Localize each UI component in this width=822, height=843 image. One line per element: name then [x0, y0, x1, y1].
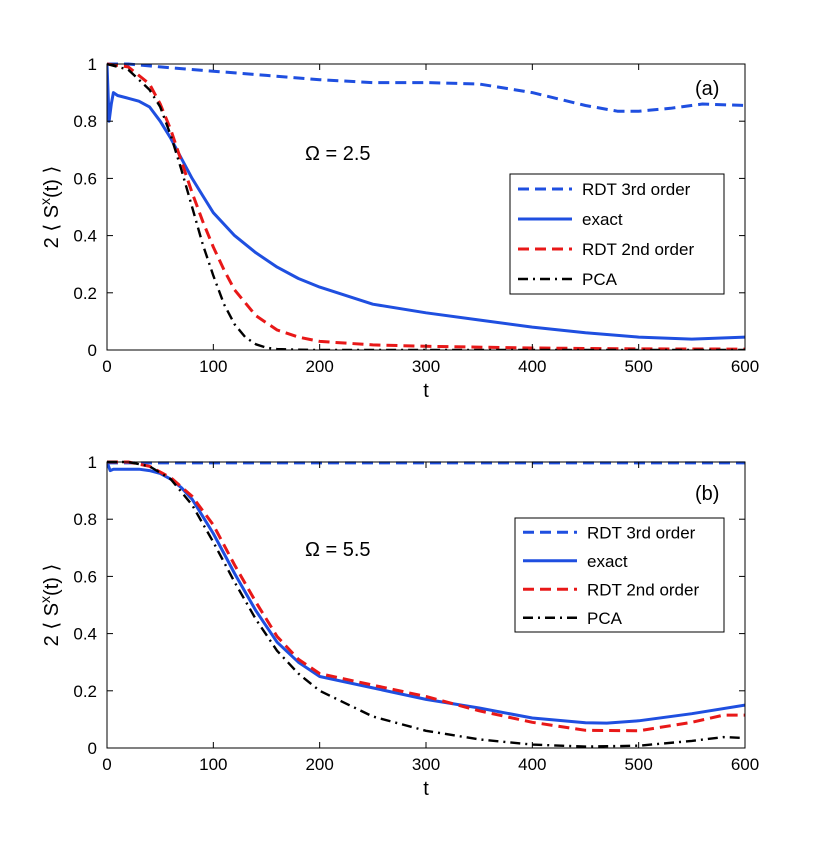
x-tick-label: 100	[199, 357, 227, 376]
chart-panel-a: 0 100 200 300 400 500 600 0 0.2 0.4 0.6 0.8 1 t 2 ⟨ Sx…	[37, 55, 759, 402]
y-tick-label: 0	[88, 739, 97, 758]
y-axis-label: 2 ⟨ Sx(t) ⟩	[37, 564, 63, 647]
series-line-pca	[107, 460, 745, 748]
x-tick-label: 400	[518, 357, 546, 376]
legend: RDT 3rd order exact RDT 2nd order PCA	[509, 173, 725, 295]
chart-panel-b: 0 100 200 300 400 500 600 0 0.2 0.4 0.6 0.8 1 t 2 ⟨ Sx…	[37, 453, 759, 800]
x-tick-label: 0	[102, 357, 111, 376]
y-tick-label: 0.8	[73, 510, 97, 529]
omega-annotation: Ω = 5.5	[305, 539, 371, 561]
x-tick-label: 600	[731, 755, 759, 774]
x-tick-label: 0	[102, 755, 111, 774]
y-tick-label: 1	[88, 55, 97, 74]
y-tick-label: 0.2	[73, 682, 97, 701]
series-line-exact	[107, 63, 745, 341]
legend: RDT 3rd order exact RDT 2nd order PCA	[514, 517, 725, 633]
y-tick-label: 0.4	[73, 227, 97, 246]
y-tick-label: 1	[88, 453, 97, 472]
y-tick-label: 0	[88, 341, 97, 360]
legend-box	[514, 517, 725, 633]
x-tick-label: 300	[412, 357, 440, 376]
panel-label: (a)	[695, 78, 719, 100]
legend-box	[509, 173, 725, 295]
x-tick-label: 600	[731, 357, 759, 376]
x-tick-label: 300	[412, 755, 440, 774]
series-group	[107, 62, 745, 350]
legend-entry: PCA	[582, 270, 618, 289]
panel-label: (b)	[695, 483, 719, 505]
y-tick-label: 0.6	[73, 169, 97, 188]
legend-entry: RDT 2nd order	[582, 240, 694, 259]
omega-annotation: Ω = 2.5	[305, 143, 371, 165]
x-tick-label: 400	[518, 755, 546, 774]
y-tick-label: 0.8	[73, 112, 97, 131]
x-tick-label: 100	[199, 755, 227, 774]
legend-entry: RDT 2nd order	[587, 580, 699, 599]
y-axis-label: 2 ⟨ Sx(t) ⟩	[37, 166, 63, 249]
legend-entry: exact	[587, 552, 628, 571]
x-tick-label: 200	[305, 755, 333, 774]
legend-entry: PCA	[587, 609, 623, 628]
series-line-exact	[107, 461, 745, 725]
x-tick-label: 500	[624, 755, 652, 774]
x-tick-label: 500	[624, 357, 652, 376]
series-line-rdt-2nd-order	[107, 460, 745, 733]
y-tick-label: 0.2	[73, 284, 97, 303]
x-axis-label: t	[423, 778, 429, 800]
series-line-pca	[107, 62, 745, 350]
y-tick-label: 0.6	[73, 567, 97, 586]
x-axis-label: t	[423, 380, 429, 402]
series-line-rdt-3rd-order	[107, 62, 745, 113]
legend-entry: exact	[582, 210, 623, 229]
legend-entry: RDT 3rd order	[582, 180, 691, 199]
y-tick-label: 0.4	[73, 625, 97, 644]
legend-entry: RDT 3rd order	[587, 523, 696, 542]
x-tick-label: 200	[305, 357, 333, 376]
